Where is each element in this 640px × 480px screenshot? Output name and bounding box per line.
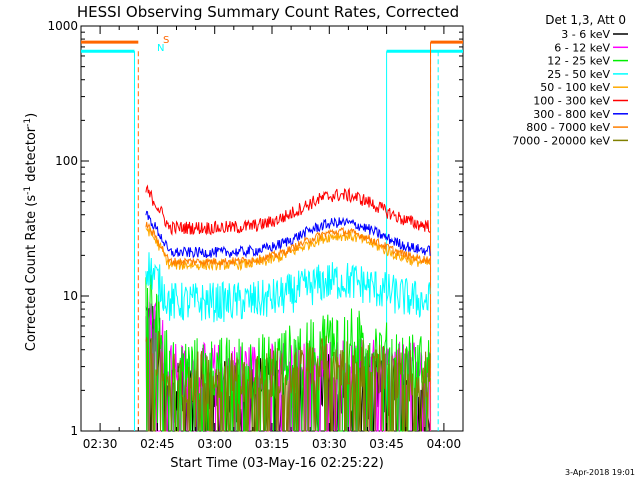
- legend-label: 6 - 12 keV: [554, 41, 610, 54]
- x-axis: 02:30 02:45 03:00 03:15 03:30 03:45 04:00: [80, 26, 464, 451]
- series-line: [145, 210, 431, 259]
- series-line: [145, 252, 431, 323]
- plot-timestamp: 3-Apr-2018 19:01: [565, 468, 635, 477]
- legend-label: 300 - 800 keV: [533, 108, 610, 121]
- series-line: [145, 184, 431, 236]
- series-lines: [145, 184, 431, 432]
- legend-label: 25 - 50 keV: [547, 68, 610, 81]
- y-axis-label: Corrected Count Rate (s-1 detector-1): [23, 113, 39, 351]
- x-axis-label: Start Time (03-May-16 02:25:22): [170, 456, 384, 471]
- x-tick-label: 03:30: [312, 437, 347, 451]
- series-line: [145, 331, 431, 432]
- legend-label: 100 - 300 keV: [533, 95, 610, 108]
- x-tick-label: 03:00: [197, 437, 232, 451]
- legend-label: 50 - 100 keV: [540, 81, 610, 94]
- event-markers: [133, 51, 439, 431]
- legend-label: 3 - 6 keV: [561, 28, 610, 41]
- x-tick-label: 03:15: [255, 437, 290, 451]
- saa-flag-label: S: [163, 35, 169, 46]
- y-tick-label: 10: [63, 289, 78, 303]
- chart-title: HESSI Observing Summary Count Rates, Cor…: [77, 3, 459, 21]
- legend-label: 800 - 7000 keV: [526, 121, 610, 134]
- y-tick-label: 1: [70, 424, 78, 438]
- x-tick-label: 02:45: [140, 437, 175, 451]
- series-line: [145, 221, 431, 268]
- y-axis-label-main: Corrected Count Rate (s: [24, 195, 39, 352]
- y-axis-label-end: ): [24, 113, 39, 118]
- night-flag-label: N: [157, 43, 164, 54]
- legend-label: 7000 - 20000 keV: [512, 134, 610, 147]
- y-axis-label-mid: detector: [24, 126, 39, 186]
- y-tick-label: 1000: [47, 19, 78, 33]
- legend-header: Det 1,3, Att 0: [545, 13, 626, 27]
- y-axis: 1 10 100 1000: [47, 19, 463, 438]
- x-tick-label: 04:00: [427, 437, 462, 451]
- y-axis-label-sup1: -1: [23, 186, 33, 195]
- x-tick-label: 02:30: [83, 437, 118, 451]
- x-tick-label: 03:45: [369, 437, 404, 451]
- y-tick-label: 100: [55, 154, 78, 168]
- legend-label: 12 - 25 keV: [547, 55, 610, 68]
- y-axis-label-sup2: -1: [23, 118, 33, 127]
